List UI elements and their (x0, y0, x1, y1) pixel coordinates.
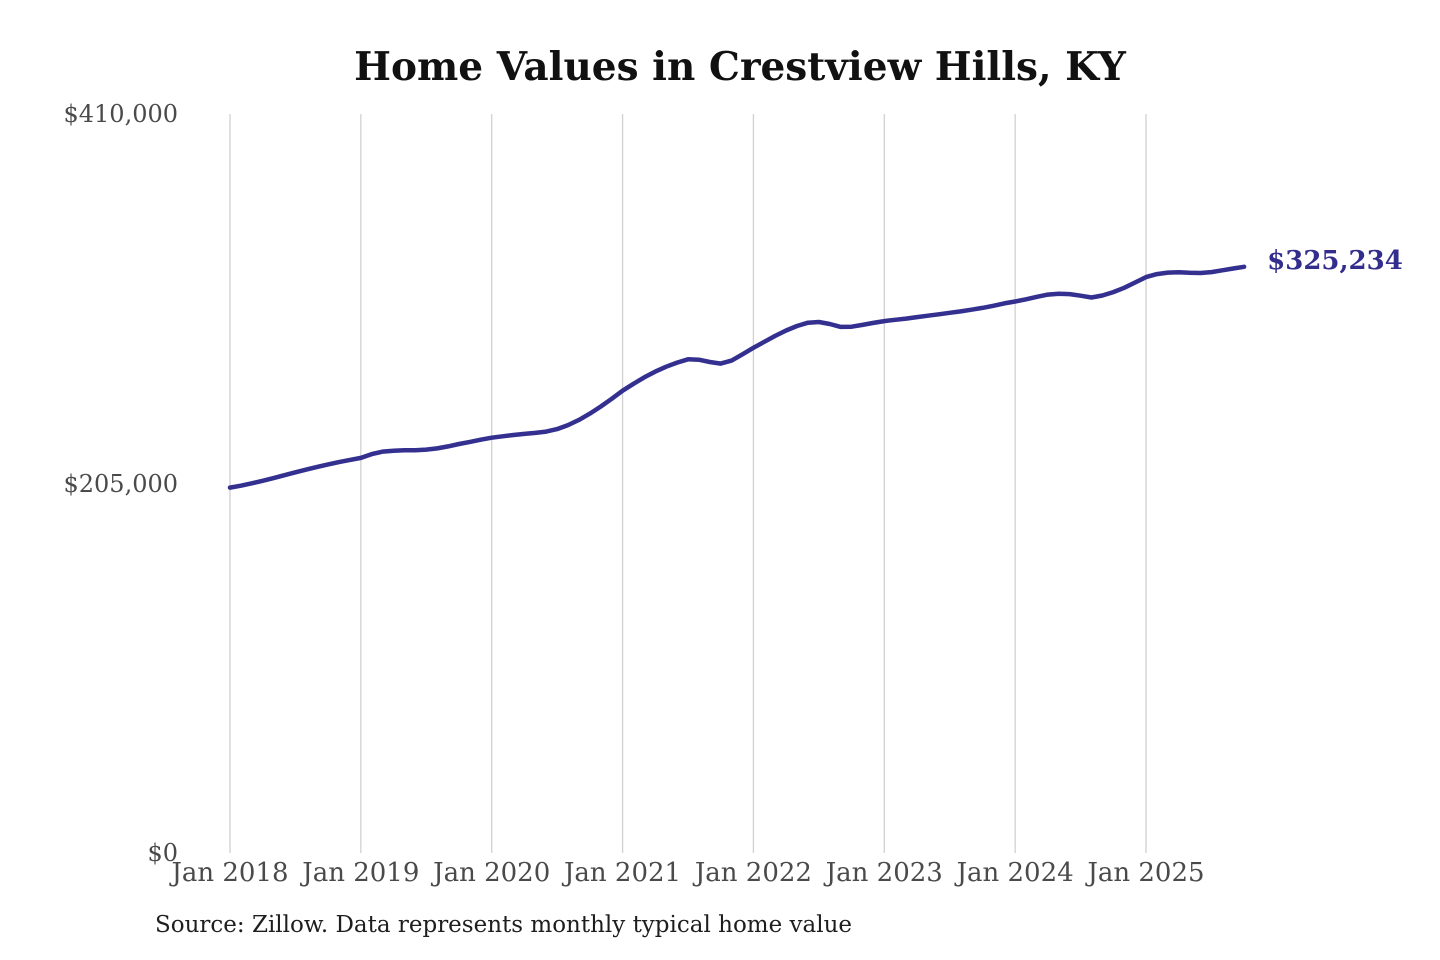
y-axis-tick-label: $0 (147, 839, 178, 867)
chart-title: Home Values in Crestview Hills, KY (354, 44, 1126, 90)
x-axis-tick-label: Jan 2024 (956, 858, 1074, 888)
latest-value-label: $325,234 (1267, 245, 1403, 276)
x-axis-tick-label: Jan 2023 (825, 858, 943, 888)
x-axis-tick-label: Jan 2019 (302, 858, 420, 888)
x-axis-tick-label: Jan 2018 (171, 858, 289, 888)
source-note: Source: Zillow. Data represents monthly … (155, 912, 853, 938)
x-axis-tick-label: Jan 2021 (564, 858, 682, 888)
y-axis-tick-label: $410,000 (63, 100, 178, 128)
x-axis-tick-label: Jan 2020 (433, 858, 551, 888)
x-axis-tick-label: Jan 2025 (1087, 858, 1205, 888)
x-axis-tick-label: Jan 2022 (694, 858, 812, 888)
y-axis-tick-label: $205,000 (63, 469, 178, 498)
home-value-line (227, 264, 1247, 490)
